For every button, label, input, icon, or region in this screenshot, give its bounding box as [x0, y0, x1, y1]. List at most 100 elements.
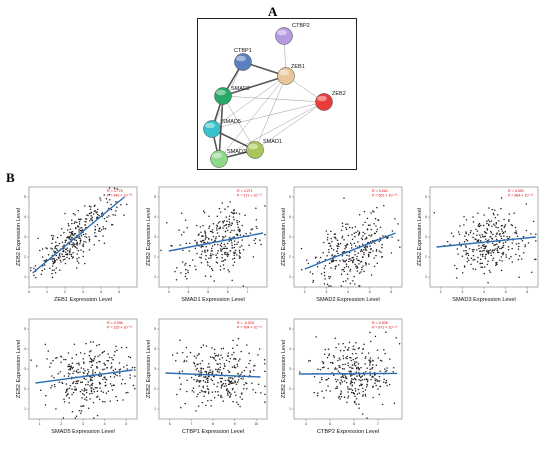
- scatter-point: [230, 211, 233, 214]
- scatter-point: [494, 224, 496, 227]
- scatter-point: [63, 375, 66, 377]
- scatter-point: [513, 212, 515, 214]
- scatter-point: [339, 383, 342, 385]
- scatter-point: [232, 400, 234, 403]
- scatter-point: [340, 273, 343, 275]
- scatter-point: [184, 402, 186, 405]
- scatter-point: [114, 351, 116, 353]
- scatter-point: [94, 371, 97, 374]
- scatter-point: [113, 376, 116, 378]
- scatter-point: [92, 401, 95, 404]
- scatter-point: [362, 390, 364, 393]
- scatter-point: [85, 378, 87, 381]
- y-axis-label: ZEB2 Expression Level: [417, 208, 423, 266]
- scatter-point: [354, 387, 357, 390]
- scatter-point: [349, 242, 352, 245]
- y-tick-label: 1: [289, 407, 291, 411]
- scatter-point: [381, 246, 383, 249]
- scatter-point: [363, 210, 366, 213]
- scatter-point: [216, 262, 219, 264]
- scatter-point: [106, 201, 109, 204]
- scatter-point: [329, 361, 332, 364]
- scatter-point: [347, 388, 349, 390]
- scatter-point: [487, 282, 489, 284]
- scatter-point: [371, 368, 373, 370]
- scatter-point: [517, 245, 520, 248]
- scatter-point: [53, 383, 56, 386]
- scatter-point: [99, 375, 101, 377]
- scatter-point: [367, 379, 369, 381]
- scatter-point: [317, 392, 319, 394]
- scatter-point: [213, 375, 215, 378]
- scatter-point: [385, 331, 387, 334]
- network-edge-zeb1-smad3: [218, 75, 287, 160]
- scatter-point: [199, 381, 201, 383]
- scatter-point: [52, 260, 54, 263]
- scatter-point: [329, 276, 332, 278]
- scatter-point: [51, 242, 53, 244]
- scatter-point: [331, 261, 333, 263]
- scatter-point: [90, 206, 92, 208]
- scatter-point: [219, 226, 222, 228]
- scatter-point: [358, 272, 361, 274]
- scatter-point: [184, 275, 187, 278]
- scatter-point: [358, 263, 360, 265]
- scatter-point: [231, 354, 233, 356]
- scatter-point: [334, 233, 337, 235]
- scatter-point: [486, 222, 488, 225]
- scatter-point: [338, 357, 340, 359]
- scatter-point: [182, 249, 184, 251]
- scatter-point: [85, 399, 88, 401]
- scatter-point: [232, 339, 234, 342]
- scatter-point: [299, 371, 301, 373]
- scatter-point: [104, 400, 106, 403]
- scatter-point: [363, 251, 365, 254]
- scatter-point: [326, 239, 329, 241]
- scatter-point: [54, 272, 57, 274]
- scatter-point: [236, 234, 238, 236]
- scatter-point: [370, 340, 372, 343]
- scatter-point: [92, 369, 94, 371]
- scatter-point: [489, 271, 492, 273]
- scatter-point: [213, 280, 215, 282]
- scatter-point: [109, 383, 112, 385]
- scatter-point: [77, 218, 80, 220]
- x-tick-label: 5: [505, 290, 507, 294]
- scatter-point: [73, 243, 76, 245]
- scatter-point: [58, 242, 61, 245]
- scatter-point: [398, 342, 401, 345]
- scatter-point: [222, 264, 225, 266]
- scatter-point: [90, 212, 92, 214]
- scatter-point: [93, 210, 96, 213]
- scatter-point: [333, 374, 335, 376]
- scatter-point: [252, 256, 255, 258]
- scatter-point: [369, 368, 372, 370]
- scatter-point: [312, 281, 314, 283]
- scatter-point: [360, 366, 362, 369]
- scatter-point: [198, 385, 201, 387]
- scatter-point: [72, 366, 74, 369]
- scatter-point: [354, 263, 356, 266]
- scatter-point: [211, 370, 214, 372]
- scatter-point: [244, 214, 246, 217]
- scatter-point: [499, 247, 501, 250]
- scatter-point: [507, 248, 510, 251]
- scatter-point: [204, 238, 207, 240]
- scatter-point: [246, 344, 248, 346]
- scatter-point: [237, 337, 240, 340]
- scatter-point: [379, 359, 382, 362]
- scatter-point: [229, 357, 231, 360]
- scatter-point: [185, 242, 188, 245]
- scatter-point: [69, 384, 72, 387]
- scatter-point: [349, 366, 351, 369]
- scatter-point: [323, 396, 325, 399]
- scatter-point: [98, 343, 100, 346]
- scatter-point: [364, 389, 367, 391]
- scatter-point: [66, 253, 69, 256]
- x-tick-label: 7: [190, 422, 192, 426]
- scatter-point: [507, 246, 510, 248]
- scatter-point: [347, 397, 349, 399]
- scatter-point: [346, 244, 348, 246]
- scatter-point: [458, 233, 461, 236]
